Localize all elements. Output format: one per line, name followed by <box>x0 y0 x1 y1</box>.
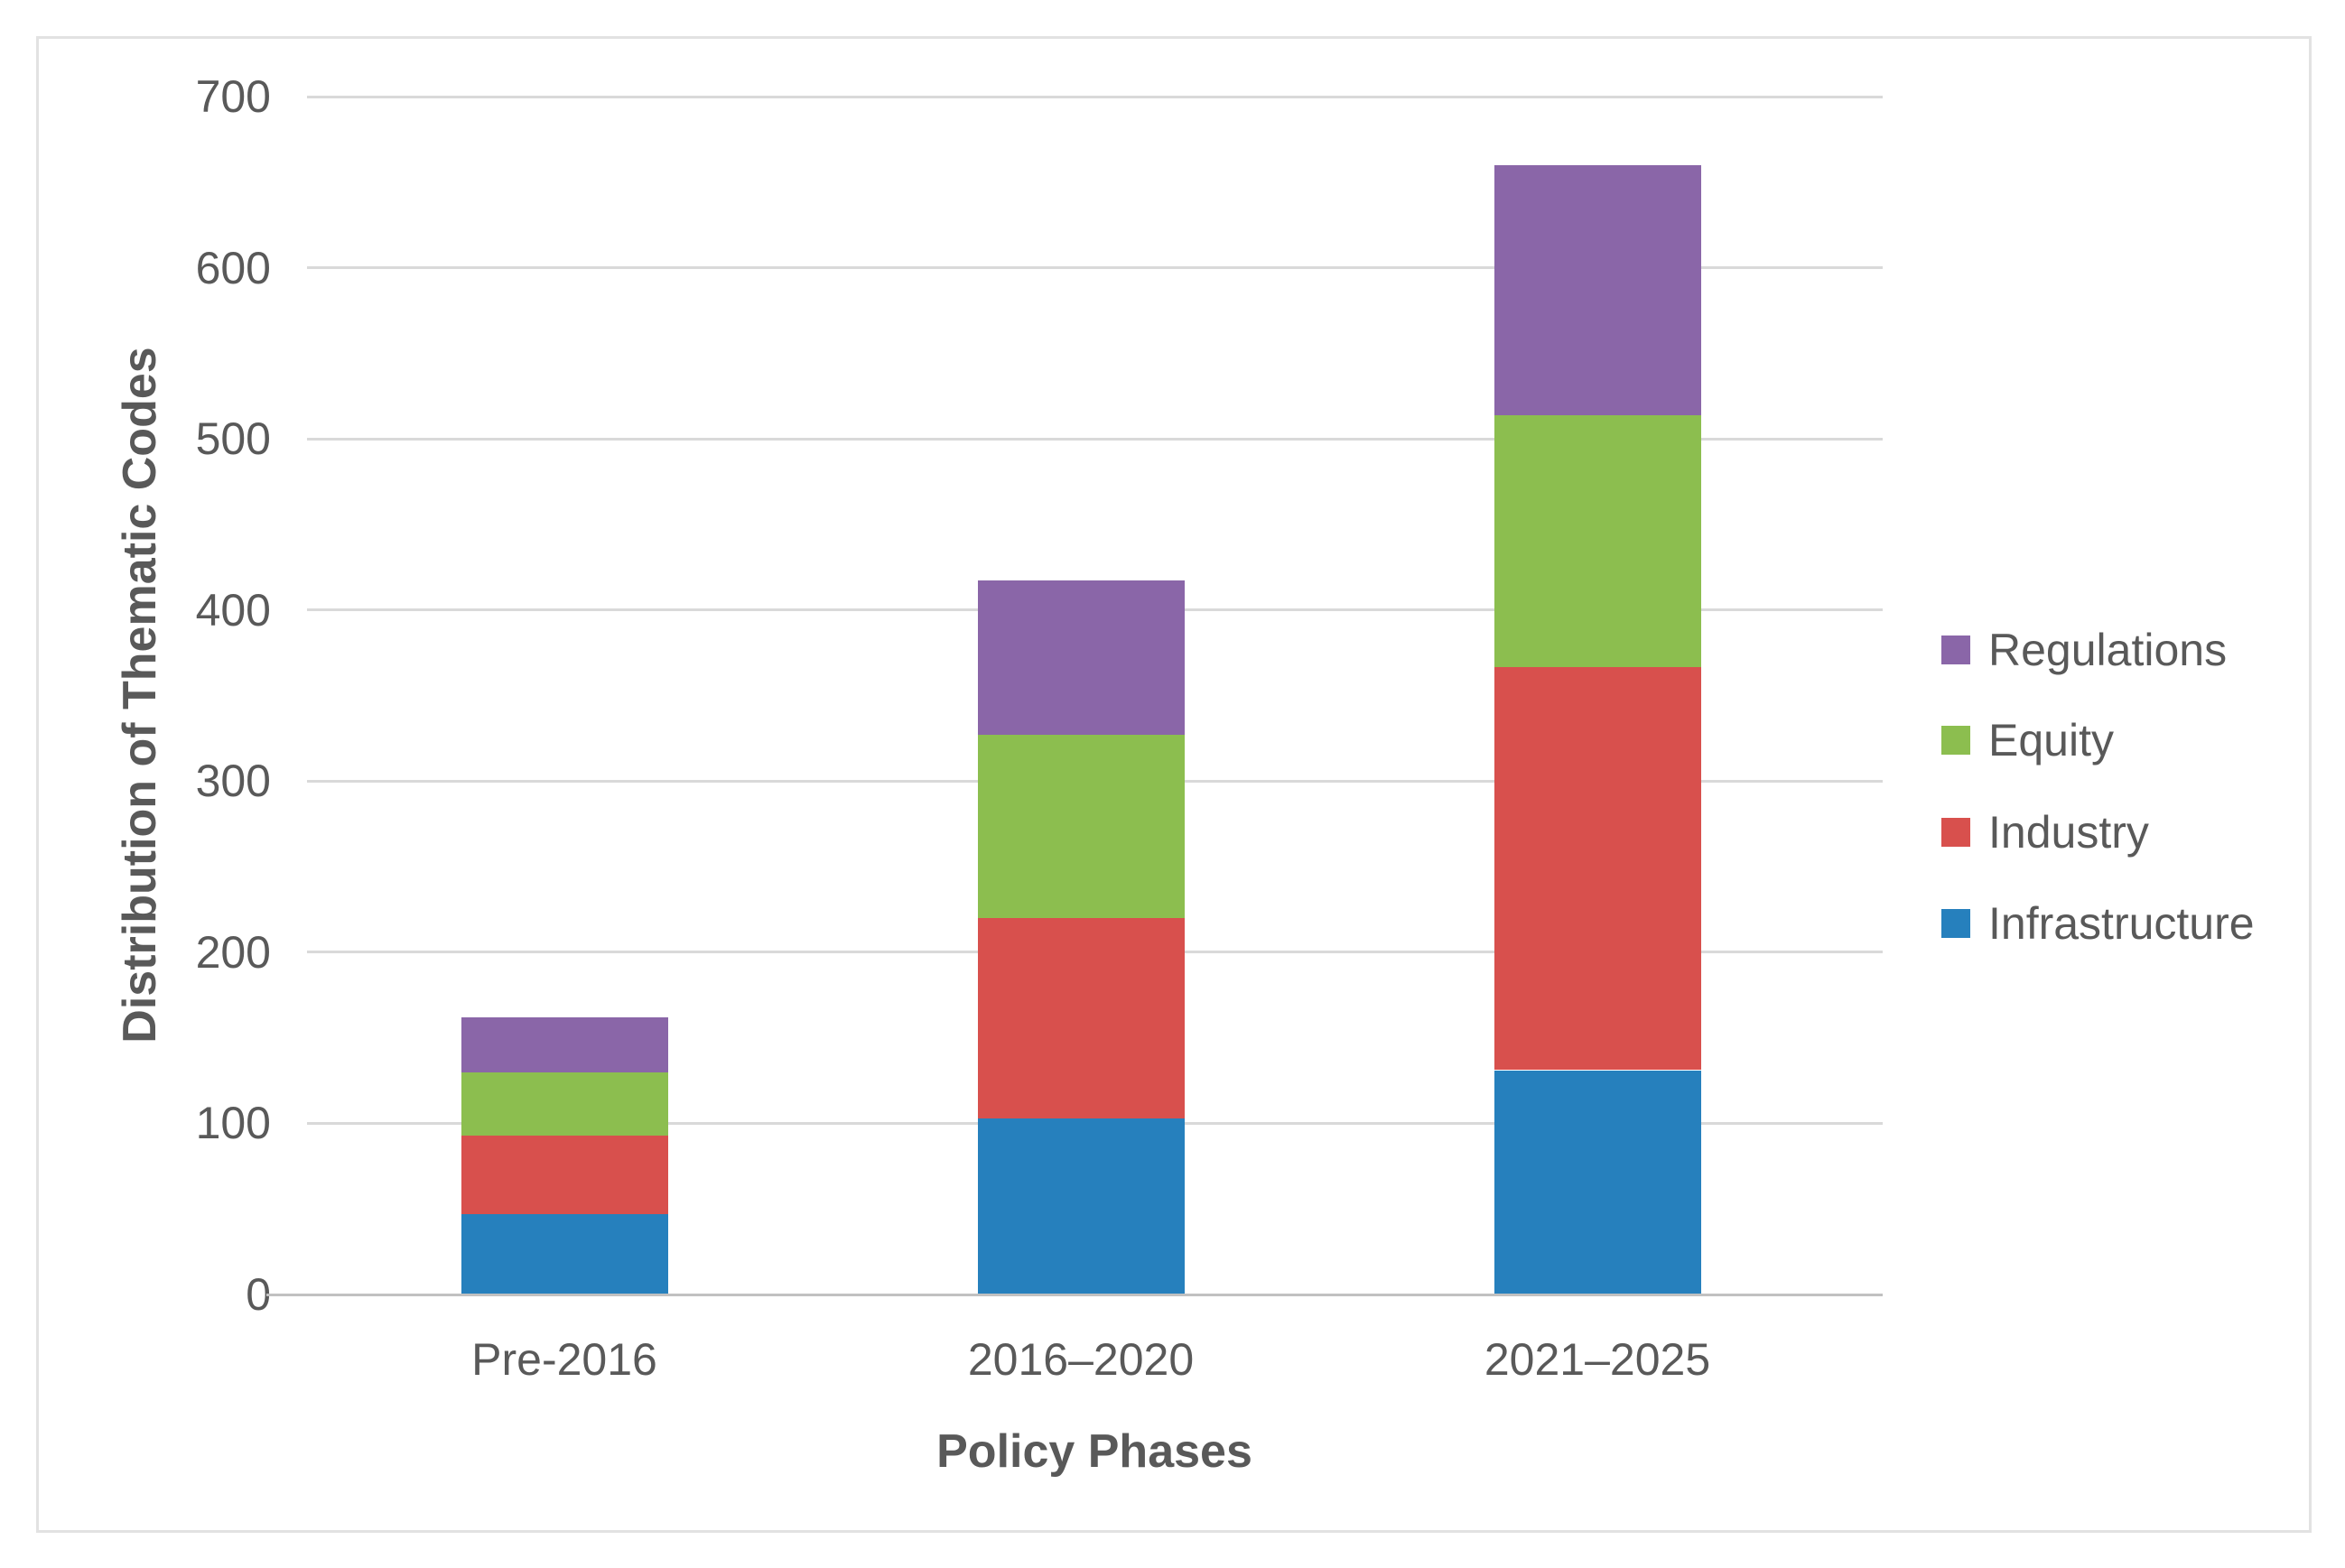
y-axis-title: Distribution of Thematic Codes <box>114 347 166 1044</box>
legend-label-industry: Industry <box>1988 807 2149 858</box>
x-tick-label-3: 2021–2025 <box>1484 1334 1711 1385</box>
y-tick-label-300: 300 <box>195 756 271 806</box>
gridline-y-700 <box>307 96 1883 98</box>
y-tick-label-500: 500 <box>195 413 271 464</box>
bar-2021-2025-industry <box>1494 666 1701 1070</box>
legend-swatch-infrastructure <box>1941 909 1970 938</box>
x-axis-line <box>266 1294 1883 1296</box>
x-tick-label-2: 2016–2020 <box>967 1334 1195 1385</box>
legend-swatch-equity <box>1941 726 1970 755</box>
y-tick-label-0: 0 <box>246 1269 271 1320</box>
bar-pre-2016-equity <box>461 1072 668 1136</box>
gridline-y-600 <box>307 266 1883 269</box>
bar-pre-2016-industry <box>461 1136 668 1214</box>
bar-2021-2025-infrastructure <box>1494 1071 1701 1294</box>
legend-item-infrastructure: Infrastructure <box>1941 898 2255 949</box>
legend-label-infrastructure: Infrastructure <box>1988 898 2255 949</box>
legend-label-equity: Equity <box>1988 715 2114 765</box>
bar-2021-2025-regulations <box>1494 165 1701 415</box>
legend-item-equity: Equity <box>1941 715 2114 765</box>
bar-2016-2020-equity <box>978 735 1185 918</box>
x-axis-title: Policy Phases <box>936 1425 1252 1478</box>
bar-2016-2020-industry <box>978 918 1185 1118</box>
bar-2021-2025-equity <box>1494 415 1701 667</box>
legend-swatch-regulations <box>1941 636 1970 664</box>
gridline-y-500 <box>307 438 1883 441</box>
bar-2016-2020-regulations <box>978 580 1185 735</box>
y-tick-label-600: 600 <box>195 243 271 293</box>
legend-item-industry: Industry <box>1941 807 2149 858</box>
y-tick-label-700: 700 <box>195 71 271 122</box>
bar-2016-2020-infrastructure <box>978 1118 1185 1294</box>
x-tick-label-1: Pre-2016 <box>471 1334 657 1385</box>
legend-item-regulations: Regulations <box>1941 625 2228 675</box>
y-tick-label-400: 400 <box>195 585 271 636</box>
legend-swatch-industry <box>1941 818 1970 847</box>
y-tick-label-200: 200 <box>195 927 271 978</box>
legend-label-regulations: Regulations <box>1988 625 2228 675</box>
bar-pre-2016-regulations <box>461 1017 668 1072</box>
bar-pre-2016-infrastructure <box>461 1214 668 1294</box>
y-tick-label-100: 100 <box>195 1098 271 1148</box>
